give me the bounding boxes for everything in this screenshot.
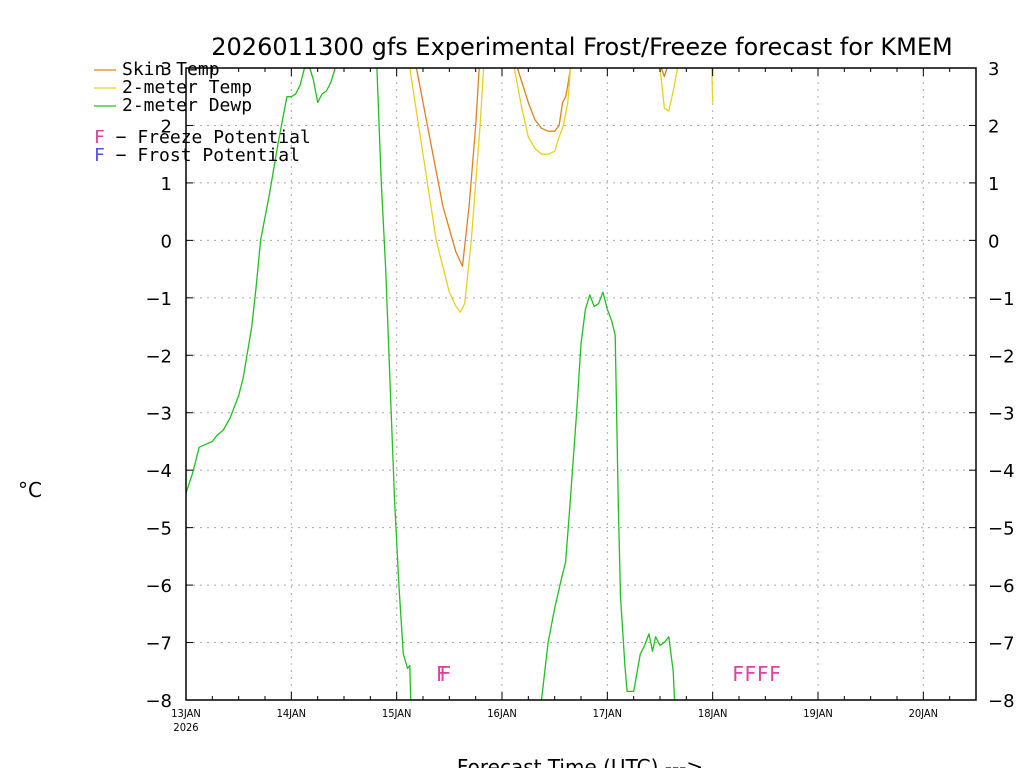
legend-label-2-meter-dewp: 2-meter Dewp — [122, 95, 252, 116]
legend-flag-letter: F — [94, 145, 105, 166]
y-tick-label-left: 1 — [161, 174, 172, 195]
y-axis-left-labels: −8 −7 −6 −5 −4 −3 −2 −1 0 1 2 3 — [145, 59, 172, 712]
y-tick-label-left: −5 — [145, 519, 172, 540]
legend-label-skin-temp: Skin Temp — [122, 59, 220, 80]
freeze-flag: F — [745, 662, 757, 686]
y-tick-label-left: 3 — [161, 59, 172, 80]
series-line-skin-temp — [516, 67, 572, 132]
y-axis-right-labels: −8 −7 −6 −5 −4 −3 −2 −1 0 1 2 3 — [988, 59, 1015, 712]
y-tick-label-left: −8 — [145, 691, 172, 712]
y-axis-label: °C — [18, 478, 42, 502]
y-tick-label-right: −4 — [988, 461, 1015, 482]
y-tick-label-right: −7 — [988, 634, 1015, 655]
series-line-2-meter-temp — [659, 67, 679, 112]
legend-label-2-meter-temp: 2-meter Temp — [122, 77, 252, 98]
series-line-2-meter-dewp — [185, 67, 336, 494]
legend-freeze-note: F − Freeze Potential — [94, 127, 311, 148]
freeze-flag: F — [440, 662, 452, 686]
y-tick-label-right: 0 — [988, 231, 999, 252]
freeze-flag: F — [436, 662, 448, 686]
freeze-flag: F — [757, 662, 769, 686]
y-tick-label-right: −1 — [988, 289, 1015, 310]
y-tick-label-left: −7 — [145, 634, 172, 655]
plot-frame — [185, 67, 977, 701]
x-axis-label: Forecast Time (UTC) ---> — [457, 755, 703, 768]
y-tick-label-right: 3 — [988, 59, 999, 80]
y-tick-label-right: −3 — [988, 404, 1015, 425]
x-tick-label: 20JAN — [909, 707, 938, 720]
y-tick-label-left: −2 — [145, 346, 172, 367]
y-tick-label-left: −1 — [145, 289, 172, 310]
x-tick-label: 14JAN — [277, 707, 306, 720]
freeze-flags: FF F F F F — [436, 662, 781, 686]
legend-note-text: − Freeze Potential — [105, 127, 311, 148]
y-tick-label-left: −4 — [145, 461, 172, 482]
axis-ticks — [185, 67, 976, 701]
grid-lines — [186, 68, 976, 700]
freeze-flag: F — [732, 662, 744, 686]
x-tick-label: 17JAN — [593, 707, 622, 720]
legend-flag-letter: F — [94, 127, 105, 148]
legend-frost-note: F − Frost Potential — [94, 145, 300, 166]
y-tick-label-right: −6 — [988, 576, 1015, 597]
series-line-2-meter-temp — [409, 67, 485, 313]
series-line-2-meter-dewp — [376, 67, 412, 701]
x-tick-label: 15JAN — [382, 707, 411, 720]
y-tick-label-right: −5 — [988, 519, 1015, 540]
y-tick-label-right: 2 — [988, 116, 999, 137]
x-tick-label: 13JAN — [171, 707, 200, 720]
freeze-flag: F — [769, 662, 781, 686]
x-tick-year: 2026 — [173, 721, 198, 734]
y-tick-label-right: −2 — [988, 346, 1015, 367]
y-tick-label-left: −3 — [145, 404, 172, 425]
y-tick-label-left: 2 — [161, 116, 172, 137]
y-tick-label-right: 1 — [988, 174, 999, 195]
chart-title: 2026011300 gfs Experimental Frost/Freeze… — [211, 33, 952, 61]
series-line-skin-temp — [660, 67, 668, 78]
x-tick-label: 19JAN — [803, 707, 832, 720]
series-line-2-meter-temp — [513, 67, 572, 155]
series-lines — [185, 67, 714, 701]
series-line-2-meter-dewp — [540, 291, 676, 701]
y-tick-label-right: −8 — [988, 691, 1015, 712]
series-line-skin-temp — [415, 67, 480, 267]
series-line-2-meter-temp — [711, 67, 714, 103]
y-tick-label-left: 0 — [161, 231, 172, 252]
y-tick-label-left: −6 — [145, 576, 172, 597]
x-axis-labels: 13JAN 14JAN 15JAN 16JAN 17JAN 18JAN 19JAN 20JAN… — [171, 707, 938, 734]
legend-note-text: − Frost Potential — [105, 145, 300, 166]
x-tick-label: 18JAN — [698, 707, 727, 720]
x-tick-label: 16JAN — [487, 707, 516, 720]
